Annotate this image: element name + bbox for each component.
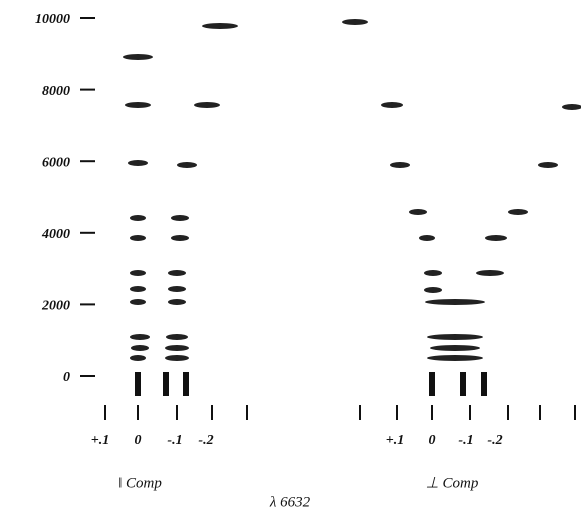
scale-label: -.1 [167,433,182,448]
spectral-line [381,102,403,108]
spectral-line [128,160,148,166]
panel-caption: ⊥ Comp [426,475,479,491]
spectral-line [485,235,507,241]
spectral-line [130,235,146,241]
spectral-line [427,334,483,340]
spectral-line [508,209,528,215]
spectral-line [168,270,186,276]
spectral-line [165,355,189,361]
spectral-line [424,287,442,293]
y-tick-label: 0 [63,370,70,385]
spectral-line [390,162,410,168]
scale-label: +.1 [386,433,404,448]
spectral-line [419,235,435,241]
spectral-line [168,299,186,305]
wavelength: λ 6632 [269,494,311,510]
spectral-line [130,286,146,292]
spectral-line [177,162,197,168]
spectral-line [194,102,220,108]
spectral-line [125,102,151,108]
spectral-line [130,355,146,361]
y-tick-label: 8000 [42,84,70,99]
comp-bar [135,372,141,396]
spectral-line [168,286,186,292]
spectral-line [165,345,189,351]
scale-label: +.1 [91,433,109,448]
spectral-line [130,270,146,276]
spectral-line [476,270,504,276]
comp-bar [163,372,169,396]
spectral-line [130,334,150,340]
scale-label: -.2 [487,433,502,448]
spectral-line [424,270,442,276]
spectral-line [166,334,188,340]
spectral-line [171,235,189,241]
spectral-line [130,299,146,305]
spectral-line [427,355,483,361]
spectral-line [425,299,485,305]
scale-label: 0 [135,433,142,448]
panel-caption: ‖ Comp [118,475,162,491]
y-tick-label: 4000 [41,227,70,242]
spectral-line [171,215,189,221]
figure: λ 6632 0 2000 4000 6000 8000 10000 +.1 0 -.1 -.2 ‖… [0,0,581,514]
spectral-line [409,209,427,215]
scale-label: 0 [429,433,436,448]
scale-label: -.1 [458,433,473,448]
y-tick-label: 10000 [35,12,70,27]
spectral-line [131,345,149,351]
spectral-line [538,162,558,168]
spectral-line [562,104,581,110]
y-tick-label: 2000 [41,299,70,314]
comp-bar [481,372,487,396]
spectral-line [342,19,368,25]
y-tick-label: 6000 [42,155,70,170]
comp-bar [460,372,466,396]
spectral-line [430,345,480,351]
spectral-line [202,23,238,29]
comp-bar [429,372,435,396]
scale-label: -.2 [198,433,213,448]
spectral-line [130,215,146,221]
comp-bar [183,372,189,396]
spectral-line [123,54,153,60]
